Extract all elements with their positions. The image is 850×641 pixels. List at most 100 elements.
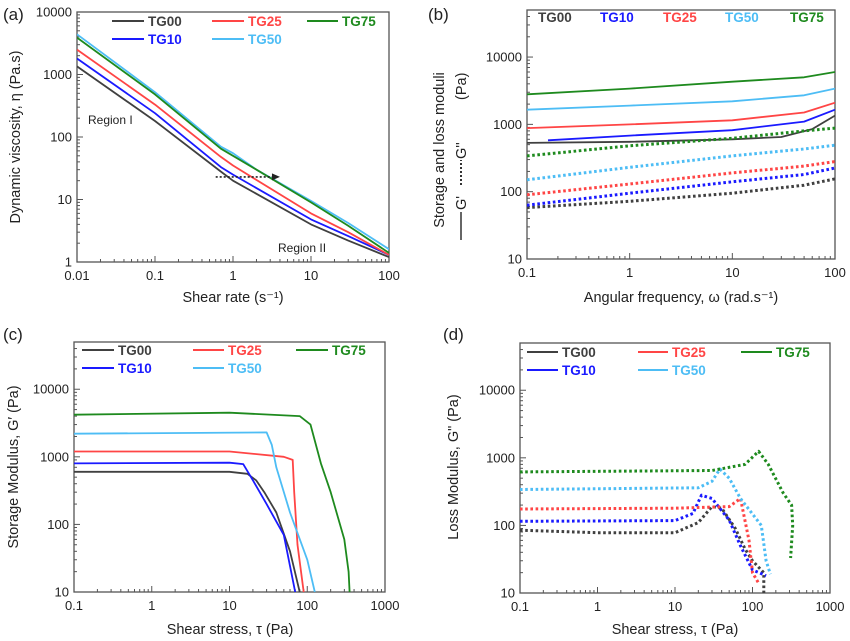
x-tick-label: 1000 [371, 598, 400, 613]
x-tick-label: 10 [304, 268, 318, 283]
panel-a: (a) 0.01 0.1 1 10 100 1 10 100 1000 10000 Shear rat… [3, 5, 400, 307]
series-line-tg25 [77, 48, 389, 256]
legend-label-tg75: TG75 [342, 14, 376, 29]
series-line-tg50-loss [520, 467, 772, 575]
series-line-tg50 [74, 431, 316, 592]
x-axis-label: Shear stress, τ (Pa) [612, 622, 739, 638]
series-line-tg25 [527, 101, 835, 129]
panel-b: (b) 0.1 1 10 100 10 100 1000 10000 Angular freque… [428, 5, 846, 306]
x-axis-label: Shear rate (s⁻¹) [182, 290, 283, 306]
y-tick-label: 10 [501, 586, 515, 601]
y-tick-label: 100 [500, 184, 522, 199]
x-tick-label: 1 [594, 599, 601, 614]
y-tick-label: 10 [508, 252, 522, 267]
unit-label: (Pa) [454, 73, 470, 100]
legend-label-tg50: TG50 [725, 10, 759, 25]
series-line-tg00 [527, 114, 835, 144]
series-line-tg50 [527, 87, 835, 111]
series-line-tg10 [74, 461, 297, 592]
panel-d: (d) 0.1 1 10 100 1000 10 100 1000 10000 Shear stre… [443, 325, 844, 638]
x-axis-label: Angular frequency, ω (rad.s⁻¹) [584, 290, 778, 306]
legend-label-tg00: TG00 [148, 14, 182, 29]
arrow-head-icon [271, 173, 280, 181]
y-tick-label: 10000 [486, 50, 522, 65]
y-tick-label: 10 [58, 192, 72, 207]
legend-label-tg00: TG00 [538, 10, 572, 25]
y-tick-label: 100 [493, 518, 515, 533]
plot-frame [73, 341, 386, 593]
y-tick-label: 100 [50, 130, 72, 145]
series-line-tg10-loss [520, 493, 767, 578]
storage-key-label: G' [454, 196, 470, 210]
x-tick-label: 1 [229, 268, 236, 283]
x-tick-label: 0.01 [64, 268, 89, 283]
y-axis-label: Dynamic viscosity, η (Pa.s) [8, 51, 24, 224]
legend-label-tg10: TG10 [148, 32, 182, 47]
series-line-tg75-loss [527, 126, 835, 158]
panel-letter: (b) [428, 5, 449, 24]
series-line-tg00 [77, 65, 389, 258]
series-line-tg50-loss [527, 143, 835, 182]
plot-frame [519, 342, 831, 594]
legend-label-tg25: TG25 [672, 345, 706, 360]
series-line-tg75-loss [520, 449, 795, 559]
x-tick-label: 0.1 [518, 265, 536, 280]
series-line-tg00-loss [520, 505, 766, 593]
x-tick-label: 10 [668, 599, 682, 614]
series-line-tg10 [547, 108, 835, 142]
series-line-tg75 [74, 411, 351, 592]
legend-label-tg75: TG75 [332, 343, 366, 358]
y-tick-label: 1000 [40, 449, 69, 464]
y-tick-label: 10 [55, 585, 69, 600]
x-tick-label: 10 [725, 265, 739, 280]
x-tick-label: 0.1 [65, 598, 83, 613]
panel-letter: (a) [3, 5, 24, 24]
panel-letter: (c) [3, 325, 23, 344]
x-tick-label: 1 [626, 265, 633, 280]
legend-label-tg00: TG00 [562, 345, 596, 360]
legend-label-tg00: TG00 [118, 343, 152, 358]
series-line-tg25-loss [520, 497, 760, 584]
series-line-tg00 [74, 470, 301, 592]
y-axis-legend-key: G' G'' (Pa) [454, 73, 470, 240]
x-tick-label: 0.1 [146, 268, 164, 283]
y-tick-label: 10000 [479, 383, 515, 398]
legend-label-tg10: TG10 [562, 363, 596, 378]
y-tick-label: 1000 [486, 450, 515, 465]
y-tick-label: 1000 [43, 67, 72, 82]
panel-c: (c) 0.1 1 10 100 1000 10 100 1000 10000 Shear stre… [3, 325, 399, 638]
loss-key-label: G'' [454, 142, 470, 159]
y-tick-label: 1000 [493, 117, 522, 132]
legend-label-tg75: TG75 [790, 10, 824, 25]
series-line-tg10-loss [527, 166, 835, 207]
y-axis-label: Loss Modulus, G" (Pa) [446, 394, 462, 539]
y-tick-label: 1 [65, 255, 72, 270]
y-tick-label: 10000 [33, 382, 69, 397]
y-tick-label: 100 [47, 517, 69, 532]
legend-label-tg10: TG10 [118, 361, 152, 376]
legend-label-tg50: TG50 [672, 363, 706, 378]
y-axis-label: Storage and loss moduli [432, 72, 448, 228]
legend-label-tg25: TG25 [228, 343, 262, 358]
x-axis-label: Shear stress, τ (Pa) [167, 622, 294, 638]
x-tick-label: 1000 [816, 599, 845, 614]
legend-label-tg75: TG75 [776, 345, 810, 360]
annotation-region-2: Region II [278, 241, 326, 255]
x-tick-label: 10 [222, 598, 236, 613]
annotation-region-1: Region I [88, 113, 133, 127]
legend-label-tg25: TG25 [248, 14, 282, 29]
legend-label-tg50: TG50 [228, 361, 262, 376]
legend-label-tg25: TG25 [663, 10, 697, 25]
y-tick-label: 10000 [36, 5, 72, 20]
series-line-tg25 [74, 450, 305, 592]
y-axis-label: Storage Modulus, G′ (Pa) [6, 385, 22, 548]
plot-frame [76, 11, 390, 263]
legend-label-tg50: TG50 [248, 32, 282, 47]
x-tick-label: 0.1 [511, 599, 529, 614]
x-tick-label: 100 [378, 268, 400, 283]
x-tick-label: 100 [824, 265, 846, 280]
x-tick-label: 100 [296, 598, 318, 613]
series-line-tg10 [77, 57, 389, 256]
panel-letter: (d) [443, 325, 464, 344]
